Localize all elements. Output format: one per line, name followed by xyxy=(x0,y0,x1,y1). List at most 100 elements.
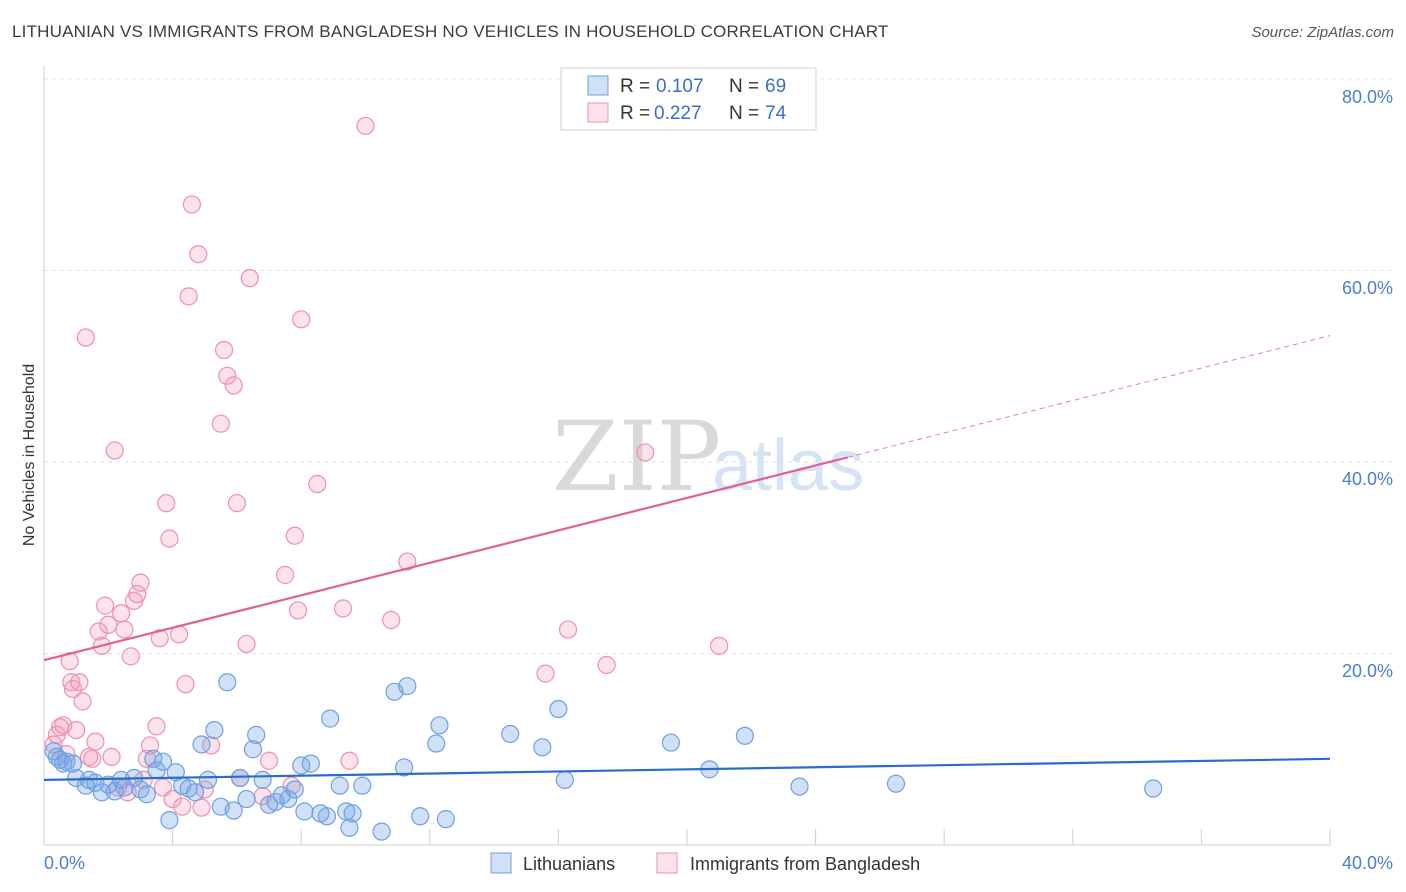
lithuanian-point xyxy=(533,738,552,757)
bangladesh-point xyxy=(179,287,198,306)
lithuanian-point xyxy=(105,782,124,801)
x-tick-label: 40.0% xyxy=(1342,853,1393,873)
bangladesh-point xyxy=(163,789,182,809)
lithuanian-point xyxy=(790,777,809,796)
trend-line-pink-dashed xyxy=(847,335,1331,458)
bangladesh-point xyxy=(237,634,256,654)
lithuanian-point xyxy=(330,776,349,795)
bangladesh-point xyxy=(115,620,134,639)
bangladesh-point xyxy=(218,366,237,385)
lithuanian-point xyxy=(1144,779,1163,798)
bangladesh-point xyxy=(63,679,83,699)
lithuanian-point xyxy=(231,768,250,788)
y-tick-label: 40.0% xyxy=(1342,469,1393,489)
lithuanian-point xyxy=(735,726,754,745)
bangladesh-point xyxy=(227,494,246,513)
bangladesh-point xyxy=(636,443,655,462)
lithuanian-point xyxy=(137,785,156,804)
bottom-legend-swatch-pink xyxy=(656,852,678,874)
lithuanian-point xyxy=(549,699,568,719)
bangladesh-point xyxy=(67,720,86,740)
lithuanian-point xyxy=(237,789,256,809)
lithuanian-point xyxy=(501,724,520,744)
lithuanian-point xyxy=(321,709,340,728)
lithuanian-point xyxy=(411,807,430,826)
bangladesh-point xyxy=(285,526,304,545)
legend-swatch-pink xyxy=(587,102,609,123)
lithuanian-point xyxy=(555,770,574,789)
bangladesh-point xyxy=(340,751,359,770)
lithuanian-point xyxy=(153,752,173,771)
bangladesh-point xyxy=(89,622,108,641)
bangladesh-point xyxy=(398,552,417,571)
lithuanian-point xyxy=(372,822,391,841)
x-tick-label: 0.0% xyxy=(44,853,85,873)
bangladesh-point xyxy=(224,376,243,395)
lithuanian-point xyxy=(186,783,205,802)
bangladesh-point xyxy=(182,195,201,214)
bangladesh-point xyxy=(102,747,121,767)
lithuanian-point xyxy=(285,780,304,799)
bangladesh-point xyxy=(150,629,169,648)
bangladesh-point xyxy=(333,599,353,618)
bangladesh-point xyxy=(173,797,192,816)
lithuanian-point xyxy=(243,740,263,759)
chart-title: LITHUANIAN VS IMMIGRANTS FROM BANGLADESH… xyxy=(12,22,889,41)
bangladesh-point xyxy=(131,573,150,592)
bangladesh-point xyxy=(202,736,221,755)
bangladesh-point xyxy=(597,655,616,675)
legend-swatch-blue xyxy=(587,75,609,96)
bangladesh-point xyxy=(176,675,195,694)
watermark-atlas: atlas xyxy=(712,426,864,506)
bangladesh-point xyxy=(83,749,102,768)
trend-layer xyxy=(43,335,1331,781)
legend-n-value: 74 xyxy=(765,103,787,124)
bangladesh-point xyxy=(105,441,124,460)
bangladesh-point xyxy=(558,620,578,639)
legend-r-value: 0.227 xyxy=(654,103,702,124)
bangladesh-point xyxy=(276,565,295,585)
bangladesh-point xyxy=(95,596,115,615)
lithuanian-point xyxy=(340,818,359,837)
axes-layer xyxy=(43,66,1331,846)
y-tick-label: 80.0% xyxy=(1342,87,1393,107)
y-tick-label: 20.0% xyxy=(1342,661,1393,681)
bangladesh-point xyxy=(86,732,105,751)
trend-line-blue xyxy=(43,757,1331,781)
bangladesh-point xyxy=(382,610,401,630)
lithuanian-point xyxy=(427,734,446,753)
lithuanian-point xyxy=(436,810,455,829)
lithuanian-point xyxy=(54,754,73,773)
lithuanian-point xyxy=(160,811,179,830)
bottom-legend-label: Immigrants from Bangladesh xyxy=(690,854,920,874)
bangladesh-point xyxy=(288,601,308,620)
bangladesh-point xyxy=(192,798,211,817)
lithuanian-point xyxy=(394,758,414,777)
lithuanian-point xyxy=(353,776,372,795)
bottom-legend-swatch-blue xyxy=(490,852,512,874)
bangladesh-point xyxy=(189,245,208,264)
watermark-zip: ZIP xyxy=(552,401,721,513)
lithuanian-point xyxy=(430,716,449,735)
bangladesh-point xyxy=(536,664,555,683)
points-layer xyxy=(44,116,1163,841)
legend: R = 0.107 N = 69 R = 0.227 N = 74 xyxy=(560,67,817,131)
legend-r-label: R = xyxy=(620,103,650,124)
lithuanian-point xyxy=(205,720,224,740)
lithuanian-point xyxy=(253,770,272,789)
lithuanian-point xyxy=(247,725,266,744)
lithuanian-point xyxy=(317,807,337,826)
bottom-legend-label: Lithuanians xyxy=(523,854,615,874)
bangladesh-point xyxy=(70,673,89,692)
bottom-legend: Lithuanians Immigrants from Bangladesh xyxy=(490,852,920,874)
bangladesh-point xyxy=(79,747,99,767)
lithuanian-point xyxy=(398,676,417,696)
lithuanian-point xyxy=(343,804,362,823)
bangladesh-point xyxy=(112,604,131,623)
lithuanian-point xyxy=(63,754,83,773)
legend-n-value: 69 xyxy=(765,76,786,97)
bangladesh-point xyxy=(160,529,179,548)
y-axis-label: No Vehicles in Household xyxy=(21,364,38,546)
bangladesh-point xyxy=(147,717,166,736)
